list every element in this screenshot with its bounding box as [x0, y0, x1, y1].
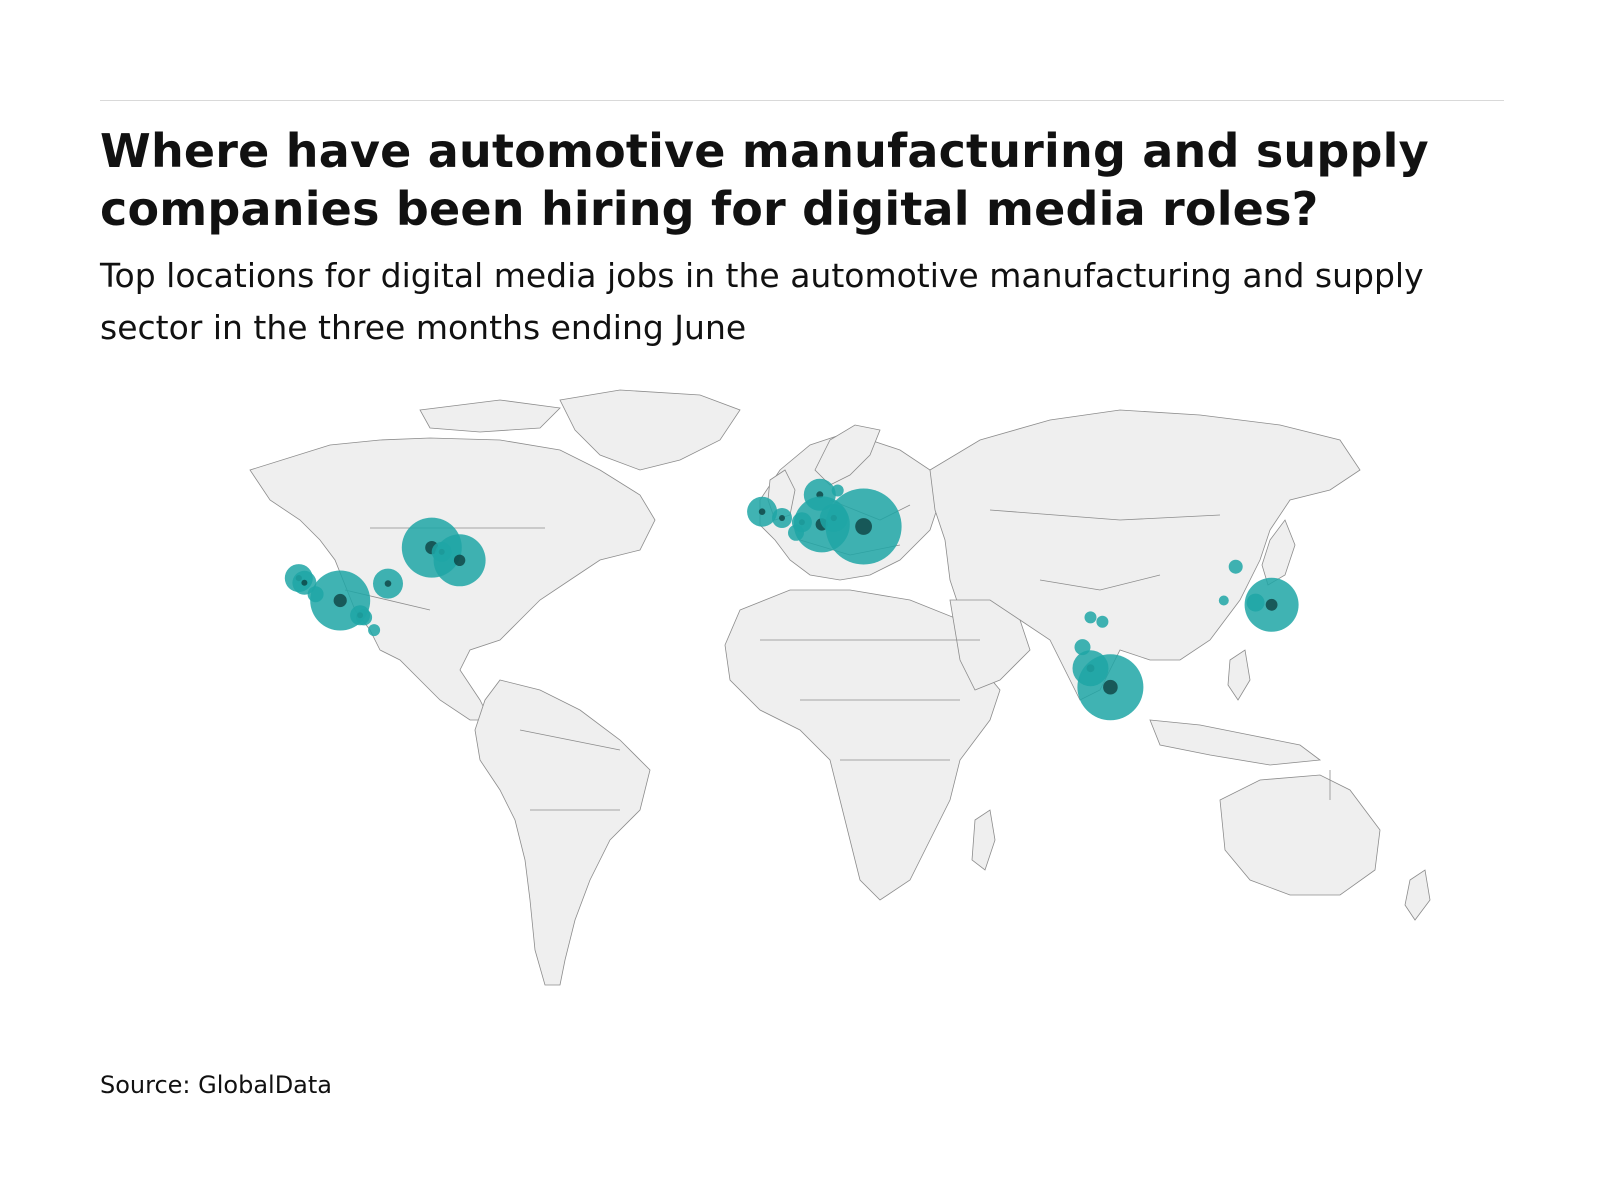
location-bubble-16	[831, 484, 844, 497]
location-bubble-core-8	[384, 580, 392, 587]
location-bubble-core-11	[453, 554, 466, 566]
bubble-layer	[284, 478, 1299, 721]
land-arctic-islands	[419, 399, 561, 433]
land-indonesia	[1149, 719, 1322, 766]
land-australia	[1219, 774, 1381, 896]
border-asia-1	[989, 509, 1221, 521]
land-new-zealand	[1404, 869, 1431, 921]
land-scandinavia	[814, 424, 881, 486]
location-bubble-22	[1096, 615, 1109, 628]
chart-subtitle: Top locations for digital media jobs in …	[100, 256, 1424, 347]
location-bubble-core-12	[758, 508, 766, 515]
top-divider	[100, 100, 1504, 101]
land-south-america	[474, 679, 651, 986]
source-note: Source: GlobalData	[100, 1071, 333, 1099]
location-bubble-core-25	[1103, 679, 1118, 695]
world-map	[249, 389, 1431, 986]
location-bubble-core-19	[855, 518, 872, 535]
land-japan	[1261, 519, 1296, 586]
location-bubble-core-2	[301, 579, 308, 586]
location-bubble-20	[788, 524, 804, 541]
land-africa	[724, 589, 1001, 901]
location-bubble-core-29	[1265, 598, 1278, 611]
land-madagascar	[971, 809, 996, 871]
location-bubble-core-13	[779, 515, 785, 521]
location-bubble-7	[368, 624, 381, 637]
location-bubble-core-4	[333, 593, 347, 608]
location-bubble-26	[1228, 559, 1243, 574]
location-bubble-6	[356, 609, 373, 626]
land-greenland	[559, 389, 741, 471]
border-sa-1	[519, 729, 621, 751]
land-philippines	[1227, 649, 1251, 701]
location-bubble-27	[1218, 595, 1229, 606]
location-bubble-21	[1084, 611, 1097, 624]
land-arabia	[949, 599, 1031, 691]
chart-title: Where have automotive manufacturing and …	[100, 124, 1429, 236]
land-layer	[249, 389, 1431, 986]
border-asia-2	[1039, 574, 1161, 591]
